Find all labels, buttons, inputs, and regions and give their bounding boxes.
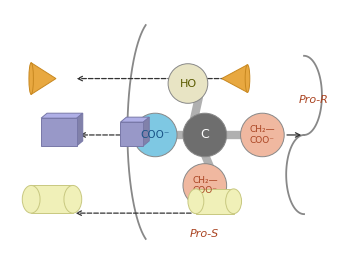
Polygon shape bbox=[121, 117, 149, 122]
Circle shape bbox=[183, 164, 227, 207]
Circle shape bbox=[133, 113, 177, 157]
Ellipse shape bbox=[245, 65, 250, 92]
Text: CH₂—
COO⁻: CH₂— COO⁻ bbox=[192, 176, 218, 195]
Circle shape bbox=[240, 113, 284, 157]
Polygon shape bbox=[77, 113, 83, 146]
Polygon shape bbox=[41, 118, 77, 146]
Ellipse shape bbox=[188, 189, 204, 214]
Polygon shape bbox=[222, 65, 248, 92]
Text: Pro-S: Pro-S bbox=[190, 229, 219, 239]
Polygon shape bbox=[143, 117, 149, 146]
FancyBboxPatch shape bbox=[196, 189, 233, 214]
Ellipse shape bbox=[226, 189, 241, 214]
Circle shape bbox=[183, 113, 227, 157]
FancyBboxPatch shape bbox=[31, 185, 73, 213]
Circle shape bbox=[168, 64, 208, 103]
Text: CH₂—
COO⁻: CH₂— COO⁻ bbox=[249, 125, 275, 145]
Ellipse shape bbox=[64, 185, 82, 213]
Ellipse shape bbox=[22, 185, 40, 213]
Polygon shape bbox=[41, 113, 83, 118]
Text: COO⁻: COO⁻ bbox=[140, 130, 170, 140]
Polygon shape bbox=[31, 63, 56, 94]
Text: Pro-R: Pro-R bbox=[299, 95, 329, 105]
Polygon shape bbox=[121, 122, 143, 146]
Text: HO: HO bbox=[180, 79, 197, 89]
Text: C: C bbox=[201, 128, 209, 141]
Ellipse shape bbox=[29, 63, 33, 94]
